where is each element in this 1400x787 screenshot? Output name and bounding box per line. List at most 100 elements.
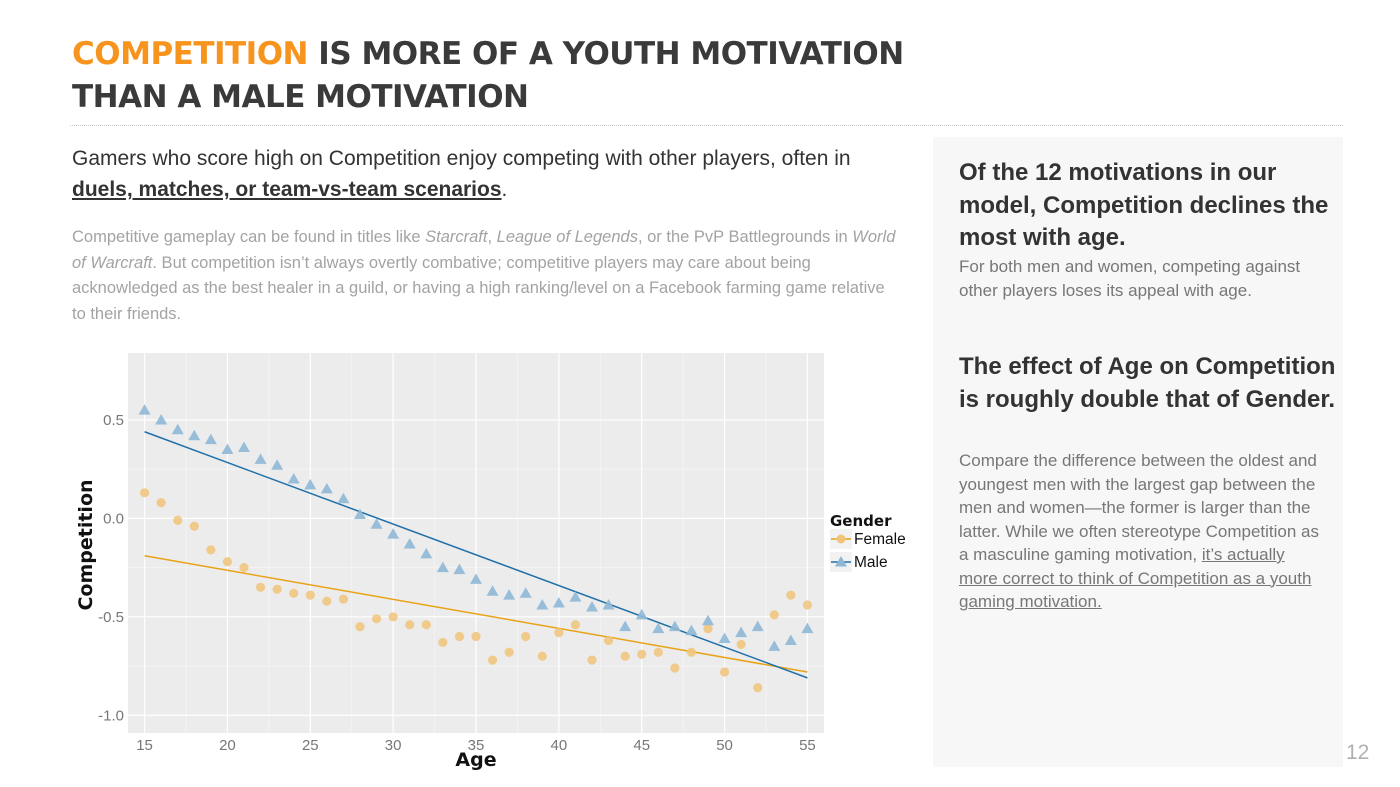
insight-text-2-body: Compare the difference between the oldes… (959, 451, 1320, 564)
male-point (718, 632, 731, 643)
female-point (471, 631, 481, 642)
male-point (486, 585, 499, 596)
legend-label-female: Female (854, 531, 906, 548)
legend: Gender Female Male (830, 512, 906, 572)
male-point (569, 591, 582, 602)
game-title-starcraft: Starcraft (425, 228, 488, 246)
male-point (635, 608, 648, 620)
male-point (354, 508, 366, 519)
x-tick-label: 45 (633, 737, 650, 754)
data-points (138, 404, 814, 693)
body-text-4: . But competition isn’t always overtly c… (72, 253, 885, 323)
female-point (355, 622, 365, 632)
insight-text-2: Compare the difference between the oldes… (959, 449, 1324, 614)
female-point (570, 620, 581, 630)
insight-link[interactable]: it’s actually more correct to think of C… (959, 545, 1312, 611)
male-point (801, 622, 814, 634)
male-point (552, 597, 565, 608)
female-point (703, 624, 713, 634)
female-point (305, 590, 315, 600)
male-point (221, 443, 234, 454)
body-paragraph: Competitive gameplay can be found in tit… (72, 225, 902, 327)
male-point (470, 573, 482, 584)
x-tick-label: 30 (385, 737, 402, 754)
female-point (239, 563, 249, 573)
male-point (403, 537, 416, 549)
male-point (768, 640, 781, 651)
male-point (751, 620, 764, 632)
legend-items: Female Male (830, 529, 906, 572)
female-point (289, 588, 299, 598)
female-point (521, 631, 531, 642)
male-point (453, 563, 466, 575)
female-point (371, 614, 382, 624)
female-point (637, 649, 647, 659)
male-point (204, 433, 217, 445)
male-point (155, 413, 168, 425)
x-tick-label: 25 (302, 737, 319, 754)
y-tick-label: 0.5 (103, 412, 124, 429)
male-point (254, 453, 267, 464)
female-point (736, 639, 746, 649)
male-point (784, 634, 797, 645)
female-point (487, 655, 498, 665)
lead-period: . (501, 178, 508, 201)
female-point (753, 683, 763, 693)
female-point (719, 667, 730, 677)
male-point (436, 561, 449, 573)
female-point (388, 612, 398, 622)
y-axis-title: Competition (75, 479, 97, 610)
title-rest: IS MORE OF A YOUTH MOTIVATION THAN A MAL… (72, 36, 904, 115)
male-point (503, 589, 516, 600)
female-point (603, 635, 614, 646)
female-point (272, 584, 282, 594)
male-point (420, 547, 433, 559)
legend-key-circle (836, 534, 846, 544)
male-point (287, 473, 300, 484)
competition-age-chart: 15 20 25 30 35 40 45 50 55 0.5 0.0 -0.5 -1.0 Age Co… (75, 353, 906, 771)
male-point (586, 600, 598, 612)
female-point (338, 594, 349, 604)
female-point (156, 498, 166, 508)
x-tick-label: 20 (219, 737, 236, 754)
body-text-3: , or the PvP Battlegrounds in (637, 228, 853, 246)
male-trend-line (144, 431, 808, 679)
game-title-lol: League of Legends (496, 228, 638, 246)
page-number: 12 (1346, 741, 1370, 764)
y-tick-label: -1.0 (98, 707, 124, 724)
trend-lines (144, 431, 808, 679)
x-tick-label: 15 (136, 737, 153, 754)
title-highlight: COMPETITION (72, 36, 309, 72)
x-tick-label: 35 (468, 737, 485, 754)
female-point (786, 590, 796, 600)
female-point (255, 582, 266, 592)
lead-link[interactable]: duels, matches, or team-vs-team scenario… (72, 178, 502, 201)
female-point (322, 596, 332, 606)
male-point (668, 620, 681, 632)
female-point (405, 620, 415, 630)
x-tick-label: 55 (799, 737, 816, 754)
female-point (554, 627, 564, 638)
page-title: COMPETITION IS MORE OF A YOUTH MOTIVATIO… (72, 33, 972, 119)
insight-heading-1: Of the 12 motivations in our model, Comp… (959, 159, 1329, 251)
male-point (337, 492, 350, 504)
female-point (670, 663, 680, 673)
lead-paragraph: Gamers who score high on Competition enj… (72, 143, 902, 205)
body-text-1: Competitive gameplay can be found in tit… (72, 228, 426, 246)
male-point (685, 624, 698, 636)
male-point (652, 622, 665, 634)
male-point (702, 614, 714, 626)
female-point (206, 545, 216, 555)
title-divider (70, 125, 1343, 126)
female-point (504, 647, 514, 657)
female-point (139, 488, 150, 498)
legend-title: Gender (830, 512, 892, 530)
male-point (171, 423, 184, 435)
female-point (653, 647, 663, 657)
male-point (536, 599, 549, 610)
insight-panel: Of the 12 motivations in our model, Comp… (933, 137, 1343, 767)
female-point (537, 651, 547, 661)
x-axis-title: Age (455, 749, 496, 771)
male-point (304, 478, 317, 490)
legend-key-triangle (835, 556, 847, 567)
